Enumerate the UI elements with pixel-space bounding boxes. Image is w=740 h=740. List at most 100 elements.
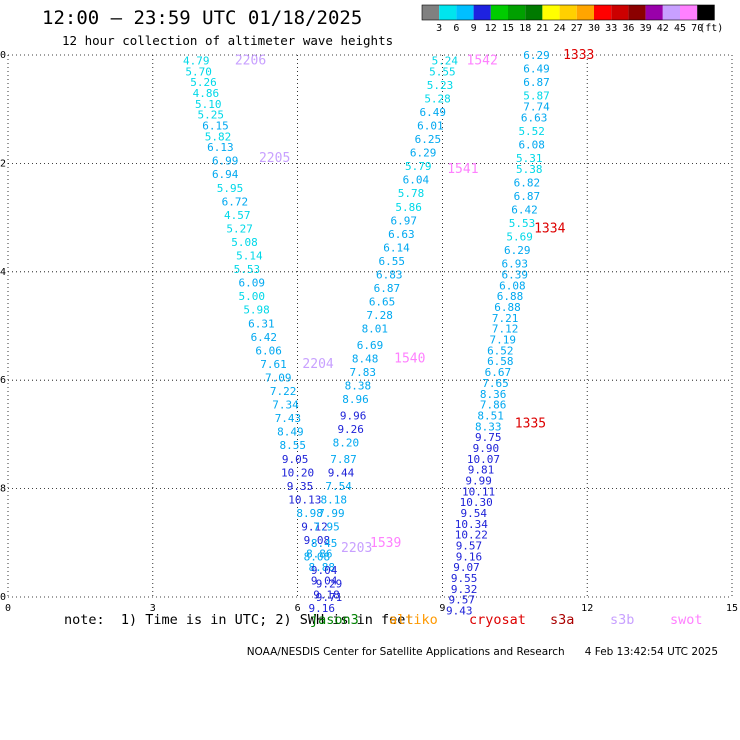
data-point-label: 9.29 [316, 577, 343, 590]
data-point-label: 10.13 [288, 493, 321, 506]
x-tick-label: 15 [726, 603, 738, 614]
footer-credit: NOAA/NESDIS Center for Satellite Applica… [246, 646, 565, 658]
data-point-label: 6.01 [417, 119, 444, 132]
data-point-label: 6.93 [502, 258, 529, 271]
data-point-label: 8.01 [362, 323, 389, 336]
color-swatch [697, 5, 715, 20]
pass-number-label: 1335 [515, 417, 546, 432]
data-point-label: 10.30 [460, 496, 493, 509]
data-point-label: 10.07 [467, 453, 500, 466]
series-track-2206: 4.795.705.264.865.105.256.155.826.136.99… [183, 54, 340, 614]
data-point-label: 8.86 [306, 548, 333, 561]
data-point-label: 5.00 [238, 290, 265, 303]
data-point-label: 9.04 [311, 564, 338, 577]
data-point-label: 5.53 [234, 263, 261, 276]
data-point-label: 6.87 [514, 190, 541, 203]
color-swatch [525, 5, 543, 20]
pass-number-label: 1539 [370, 536, 401, 551]
data-point-label: 7.74 [523, 100, 550, 113]
data-point-label: 6.42 [511, 203, 538, 216]
data-point-label: 7.54 [325, 480, 352, 493]
legend-s3a: s3a [550, 612, 575, 628]
color-swatch [662, 5, 680, 20]
y-tick-label: -36 [0, 375, 6, 386]
data-point-label: 6.87 [374, 282, 401, 295]
data-point-label: 9.90 [473, 442, 500, 455]
color-tick-label: 45 [674, 23, 686, 34]
data-point-label: 7.28 [366, 309, 393, 322]
data-point-label: 6.29 [504, 244, 531, 257]
x-tick-label: 9 [439, 603, 445, 614]
data-point-label: 6.55 [378, 255, 405, 268]
data-point-label: 6.52 [487, 344, 514, 357]
color-tick-label: 70 [691, 23, 703, 34]
data-point-label: 5.95 [217, 182, 244, 195]
data-point-label: 5.55 [429, 65, 456, 78]
data-point-label: 7.09 [265, 371, 292, 384]
pass-number-label: 2205 [259, 151, 290, 166]
data-point-label: 5.14 [236, 250, 263, 263]
data-point-label: 4.79 [183, 54, 210, 67]
legend-jason3: jason3 [310, 612, 359, 628]
data-point-label: 9.55 [451, 572, 478, 585]
data-point-label: 5.53 [509, 217, 536, 230]
data-point-label: 6.63 [521, 111, 548, 124]
color-scale-legend: 3 6 9 12 15 18 21 24 27 30 33 36 39 42 45 70(ft) [421, 4, 723, 34]
data-point-label: 6.83 [376, 269, 403, 282]
x-tick-label: 12 [581, 603, 593, 614]
data-point-label: 9.12 [301, 521, 328, 534]
color-swatch [594, 5, 612, 20]
data-point-label: 9.18 [313, 588, 340, 601]
data-point-label: 5.24 [432, 54, 459, 67]
color-tick-label: 27 [571, 23, 583, 34]
data-point-label: 8.33 [475, 420, 502, 433]
color-swatch [628, 5, 646, 20]
color-swatch [473, 5, 491, 20]
data-point-label: 5.87 [523, 90, 550, 103]
data-point-label: 5.31 [516, 152, 543, 165]
data-point-label: 6.67 [485, 366, 512, 379]
data-point-label: 9.44 [328, 466, 355, 479]
data-point-label: 9.96 [340, 409, 367, 422]
color-tick-label: 9 [471, 23, 477, 34]
legend-cryosat: cryosat [469, 612, 526, 628]
data-point-label: 6.08 [499, 279, 526, 292]
data-point-label: 6.65 [369, 296, 396, 309]
data-point-label: 8.38 [345, 380, 372, 393]
data-point-label: 10.20 [281, 466, 314, 479]
data-point-label: 6.08 [518, 138, 545, 151]
note-row: note: 1) Time is in UTC; 2) SWH is in fe… [64, 612, 703, 740]
x-tick-label: 0 [5, 603, 11, 614]
data-point-label: 8.51 [477, 409, 504, 422]
color-tick-label: 30 [588, 23, 600, 34]
data-point-label: 5.08 [231, 236, 258, 249]
color-swatch [680, 5, 698, 20]
data-point-label: 7.87 [330, 453, 357, 466]
data-point-label: 8.18 [321, 493, 348, 506]
data-point-label: 8.49 [277, 426, 304, 439]
data-point-label: 9.81 [468, 464, 495, 477]
legend-s3b: s3b [610, 612, 635, 628]
data-point-label: 6.04 [403, 174, 430, 187]
data-point-label: 9.04 [311, 575, 338, 588]
legend-swot: swot [670, 612, 703, 628]
data-point-label: 6.94 [212, 168, 239, 181]
color-tick-label: 12 [485, 23, 497, 34]
data-point-label: 6.31 [248, 317, 275, 330]
data-point-label: 9.16 [308, 602, 335, 615]
pass-number-label: 2203 [341, 541, 372, 556]
wave-height-chart: 03691215-30-32-34-36-38-404.795.705.264.… [0, 48, 738, 618]
data-point-label: 5.78 [398, 187, 425, 200]
data-point-label: 7.61 [260, 358, 287, 371]
color-swatch [508, 5, 526, 20]
data-point-label: 6.97 [391, 214, 418, 227]
footer-timestamp: 4 Feb 13:42:54 UTC 2025 [584, 646, 719, 658]
color-unit-label: (ft) [699, 23, 723, 34]
data-point-label: 9.26 [337, 423, 364, 436]
data-point-label: 8.08 [304, 550, 331, 563]
y-tick-label: -40 [0, 592, 6, 603]
y-tick-label: -34 [0, 267, 6, 278]
data-point-label: 10.22 [455, 529, 488, 542]
data-point-label: 9.07 [453, 561, 480, 574]
data-point-label: 8.48 [352, 353, 379, 366]
